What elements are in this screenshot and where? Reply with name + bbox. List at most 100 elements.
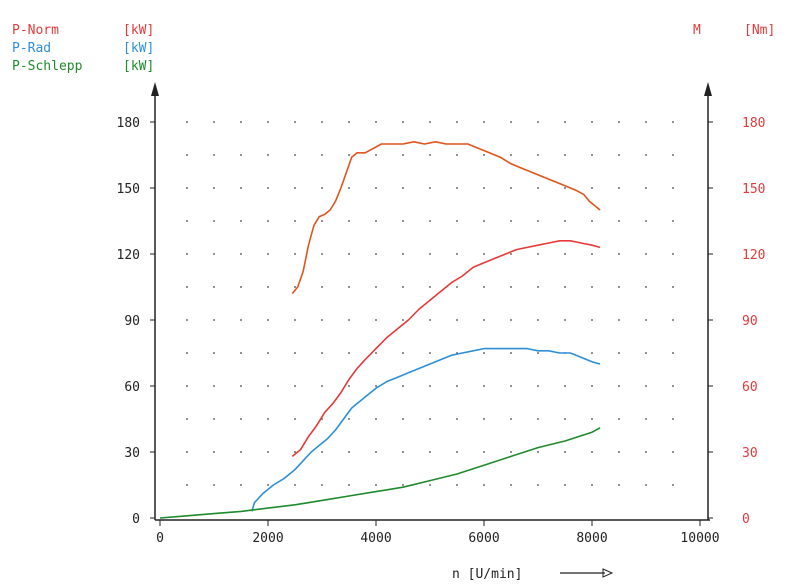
grid-dot xyxy=(537,154,539,156)
grid-dot xyxy=(510,352,512,354)
grid-dot xyxy=(645,385,647,387)
grid-dot xyxy=(591,154,593,156)
grid-dot xyxy=(186,286,188,288)
grid-dot xyxy=(429,418,431,420)
grid-dot xyxy=(375,352,377,354)
grid-dot xyxy=(402,319,404,321)
grid-dot xyxy=(510,220,512,222)
grid-dot xyxy=(537,418,539,420)
x-axis-label: n [U/min] xyxy=(452,567,522,582)
grid-dot xyxy=(429,319,431,321)
grid-dot xyxy=(645,286,647,288)
x-tick-label: 4000 xyxy=(360,531,391,546)
grid-dot xyxy=(186,451,188,453)
grid-dot xyxy=(348,187,350,189)
grid-dot xyxy=(186,385,188,387)
grid-dot xyxy=(321,187,323,189)
grid-dot xyxy=(213,154,215,156)
grid-dot xyxy=(402,253,404,255)
grid-dot xyxy=(213,385,215,387)
right-tick-label: 30 xyxy=(742,446,758,461)
x-axis-arrow-icon xyxy=(560,568,614,578)
grid-dot xyxy=(213,187,215,189)
grid-dot xyxy=(483,451,485,453)
axes xyxy=(154,90,710,521)
grid-dot xyxy=(456,418,458,420)
left-tick-labels: 180 150 120 90 60 30 0 xyxy=(117,116,155,527)
grid-dot xyxy=(348,484,350,486)
grid-dot xyxy=(672,385,674,387)
grid-dot xyxy=(591,253,593,255)
grid-dot xyxy=(294,385,296,387)
grid-dot xyxy=(618,319,620,321)
right-tick-label: 0 xyxy=(742,512,750,527)
grid-dot xyxy=(510,418,512,420)
grid-dot xyxy=(321,286,323,288)
grid-dot xyxy=(375,451,377,453)
grid-dot xyxy=(537,253,539,255)
series-line-p-rad xyxy=(251,347,601,512)
grid-dot xyxy=(591,484,593,486)
grid-dot xyxy=(240,451,242,453)
legend: P-Norm [kW] P-Rad [kW] P-Schlepp [kW] xyxy=(12,23,154,74)
grid-dot xyxy=(294,286,296,288)
grid-dot xyxy=(672,121,674,123)
grid-dot xyxy=(510,154,512,156)
grid-dot xyxy=(348,154,350,156)
grid-dot xyxy=(240,319,242,321)
grid-dot xyxy=(267,154,269,156)
legend-label-p-norm: P-Norm xyxy=(12,23,59,38)
grid-dot xyxy=(267,121,269,123)
right-axis-label: M xyxy=(693,23,701,38)
grid-dot xyxy=(672,451,674,453)
grid-dot xyxy=(321,385,323,387)
grid-dot xyxy=(348,352,350,354)
legend-unit-p-rad: [kW] xyxy=(123,41,154,56)
grid-dot xyxy=(429,451,431,453)
grid-dot xyxy=(429,286,431,288)
grid-dot xyxy=(591,385,593,387)
grid-dot xyxy=(564,385,566,387)
legend-unit-p-norm: [kW] xyxy=(123,23,154,38)
grid-dot xyxy=(591,121,593,123)
grid-dot xyxy=(186,187,188,189)
grid-dot xyxy=(483,253,485,255)
grid-dot xyxy=(618,418,620,420)
grid-dot xyxy=(510,187,512,189)
grid-dot xyxy=(537,121,539,123)
grid-dot xyxy=(564,451,566,453)
grid-dot xyxy=(240,154,242,156)
grid-dot xyxy=(294,220,296,222)
grid-dot xyxy=(537,484,539,486)
grid-dot xyxy=(672,253,674,255)
grid-dot xyxy=(645,253,647,255)
grid-dot xyxy=(186,253,188,255)
grid-dot xyxy=(564,253,566,255)
grid-dot xyxy=(645,220,647,222)
grid-dot xyxy=(186,352,188,354)
x-tick-label: 0 xyxy=(156,531,164,546)
grid-dot xyxy=(294,154,296,156)
grid-dot xyxy=(294,352,296,354)
grid-dot xyxy=(564,418,566,420)
x-tick-label: 6000 xyxy=(468,531,499,546)
grid-dot xyxy=(402,418,404,420)
grid-dot xyxy=(564,319,566,321)
grid-dot xyxy=(510,253,512,255)
grid-dot xyxy=(375,121,377,123)
grid-dot xyxy=(375,385,377,387)
grid-dot xyxy=(537,319,539,321)
grid-dot xyxy=(591,451,593,453)
grid-dot xyxy=(456,253,458,255)
grid-dot xyxy=(537,286,539,288)
grid-dot xyxy=(321,253,323,255)
grid-dot xyxy=(186,319,188,321)
legend-label-p-rad: P-Rad xyxy=(12,41,51,56)
grid-dot xyxy=(456,220,458,222)
grid-dot xyxy=(294,187,296,189)
grid-dot xyxy=(483,385,485,387)
grid-dot xyxy=(645,484,647,486)
grid-dot xyxy=(564,154,566,156)
grid-dot xyxy=(267,352,269,354)
grid-dot xyxy=(672,220,674,222)
